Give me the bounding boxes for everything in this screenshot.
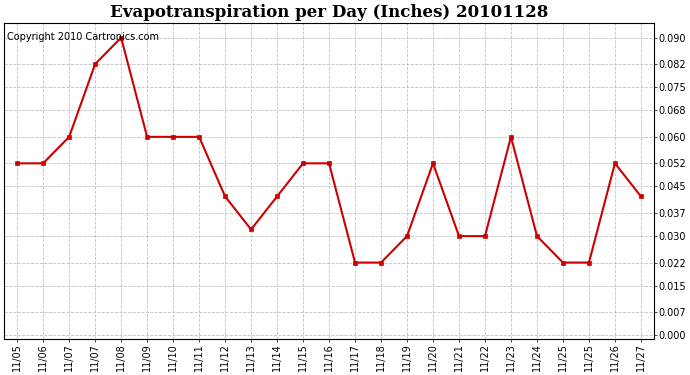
Title: Evapotranspiration per Day (Inches) 20101128: Evapotranspiration per Day (Inches) 2010…	[110, 4, 549, 21]
Text: Copyright 2010 Cartronics.com: Copyright 2010 Cartronics.com	[8, 32, 159, 42]
